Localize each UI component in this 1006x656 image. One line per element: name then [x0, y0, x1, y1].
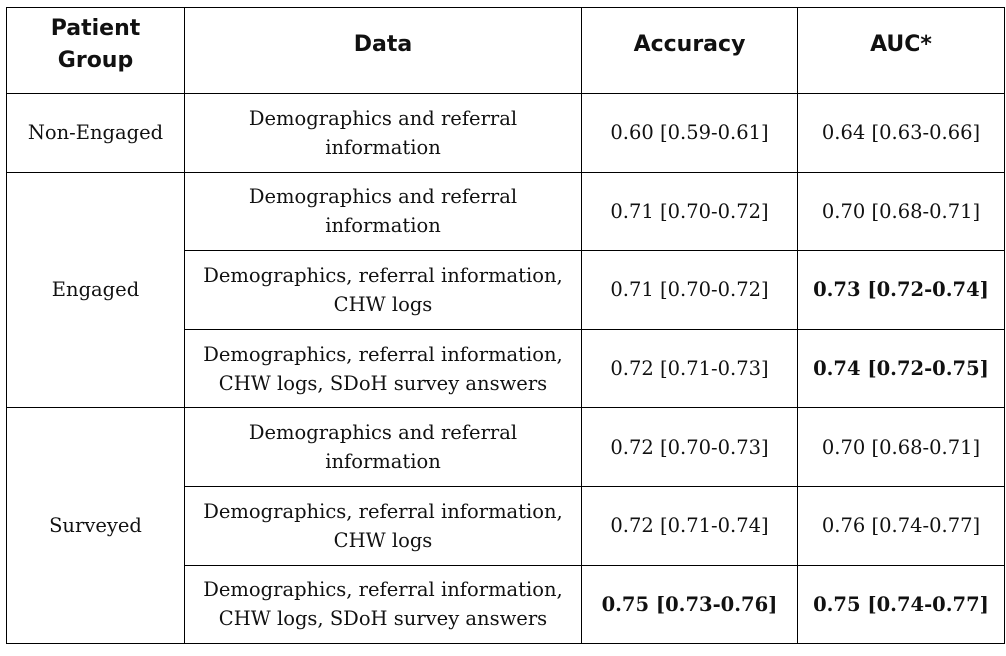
data-line: Demographics and referral — [248, 106, 518, 130]
data-cell: Demographics, referral information, CHW l… — [184, 250, 582, 330]
group-name-surveyed: Surveyed — [6, 407, 185, 645]
data-line: information — [325, 135, 441, 159]
data-line: Demographics and referral — [248, 421, 518, 445]
data-cell: Demographics, referral information, CHW l… — [184, 328, 582, 409]
data-line: Demographics, referral information, — [203, 263, 563, 287]
header-accuracy: Accuracy — [581, 7, 798, 94]
header-auc: AUC* — [797, 7, 1005, 94]
header-patient-group: Patient Group — [6, 7, 185, 94]
table-row: Engaged Demographics and referral informa… — [6, 171, 1005, 409]
auc-cell: 0.73 [0.72-0.74] — [797, 250, 1005, 330]
data-line: CHW logs, SDoH survey answers — [218, 607, 548, 631]
accuracy-cell: 0.75 [0.73-0.76] — [581, 564, 798, 645]
auc-cell: 0.70 [0.68-0.71] — [797, 171, 1005, 252]
data-cell: Demographics and referral information — [184, 93, 582, 173]
data-line: information — [325, 214, 441, 238]
data-line: information — [325, 450, 441, 474]
header-data: Data — [184, 7, 582, 94]
table-row: Demographics, referral information, CHW l… — [7, 250, 1005, 330]
data-line: Demographics and referral — [248, 185, 518, 209]
header-row: Patient Group Data Accuracy AUC* — [6, 7, 1005, 94]
accuracy-cell: 0.72 [0.70-0.73] — [581, 407, 798, 487]
accuracy-cell: 0.72 [0.71-0.73] — [581, 328, 798, 409]
data-cell: Demographics, referral information, CHW l… — [184, 485, 582, 566]
accuracy-cell: 0.72 [0.71-0.74] — [581, 485, 798, 566]
data-line: Demographics, referral information, — [203, 578, 563, 602]
table-row: Demographics, referral information, CHW l… — [7, 564, 1005, 645]
results-table: Patient Group Data Accuracy AUC* Non-Eng… — [6, 7, 1005, 645]
data-line: CHW logs — [333, 292, 433, 316]
table-row: Demographics, referral information, CHW l… — [7, 485, 1005, 566]
group-name-engaged: Engaged — [6, 171, 185, 409]
auc-cell: 0.76 [0.74-0.77] — [797, 485, 1005, 566]
auc-cell: 0.75 [0.74-0.77] — [797, 564, 1005, 645]
auc-cell: 0.64 [0.63-0.66] — [797, 93, 1005, 173]
data-cell: Demographics and referral information — [184, 171, 582, 252]
table-row: Demographics, referral information, CHW l… — [7, 328, 1005, 409]
accuracy-cell: 0.60 [0.59-0.61] — [581, 93, 798, 173]
data-cell: Demographics, referral information, CHW l… — [184, 564, 582, 645]
accuracy-cell: 0.71 [0.70-0.72] — [581, 250, 798, 330]
table-header: Patient Group Data Accuracy AUC* — [6, 7, 1005, 94]
auc-cell: 0.74 [0.72-0.75] — [797, 328, 1005, 409]
auc-cell: 0.70 [0.68-0.71] — [797, 407, 1005, 487]
data-cell: Demographics and referral information — [184, 407, 582, 487]
data-line: CHW logs — [333, 528, 433, 552]
data-line: Demographics, referral information, — [203, 499, 563, 523]
table-row: Non-Engaged Demographics and referral inf… — [6, 93, 1005, 173]
data-line: CHW logs, SDoH survey answers — [218, 371, 548, 395]
group-name-non-engaged: Non-Engaged — [6, 93, 185, 173]
table-row: Surveyed Demographics and referral inform… — [6, 407, 1005, 645]
table-body: Non-Engaged Demographics and referral inf… — [6, 93, 1005, 645]
accuracy-cell: 0.71 [0.70-0.72] — [581, 171, 798, 252]
data-line: Demographics, referral information, — [203, 342, 563, 366]
